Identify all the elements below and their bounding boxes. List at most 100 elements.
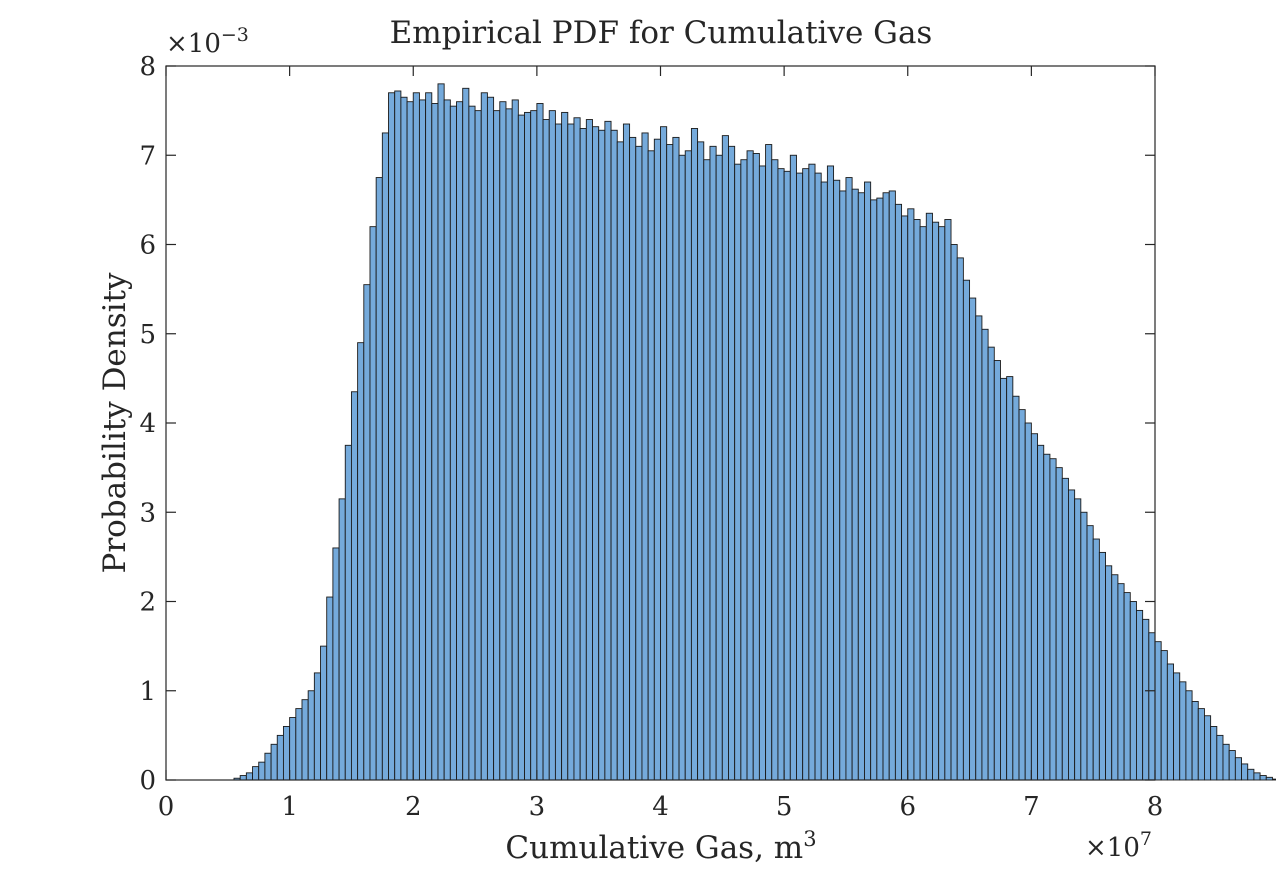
histogram-bar [697, 141, 705, 781]
histogram-bar [1068, 489, 1076, 781]
histogram-bar [270, 743, 278, 781]
histogram-bar [857, 192, 865, 781]
y-axis-ticks: 0 1 2 3 4 5 6 7 8 [139, 52, 1155, 796]
histogram-bar [796, 172, 804, 781]
histogram-bar [1000, 377, 1008, 781]
histogram-bar [864, 181, 872, 781]
histogram-bar [350, 391, 359, 781]
histogram-bar [808, 163, 816, 781]
histogram-bar [295, 708, 303, 781]
histogram-bar [734, 163, 742, 781]
histogram-bar [981, 328, 989, 781]
x-tick-label: 1 [281, 792, 298, 822]
histogram-bar [635, 145, 643, 781]
histogram-bar [1197, 708, 1205, 781]
histogram-bar [1160, 650, 1168, 781]
histogram-bar [357, 342, 365, 781]
histogram-bar [1030, 433, 1039, 781]
y-multiplier-exponent: −3 [221, 24, 249, 46]
histogram-bar [907, 208, 915, 781]
histogram-bar [486, 96, 495, 781]
histogram-bar [567, 123, 575, 781]
histogram-bar [1216, 734, 1224, 781]
histogram-bar [660, 126, 668, 781]
histogram-bar [326, 596, 334, 781]
histogram-bar [511, 99, 519, 781]
x-multiplier-label: ×107 [1085, 828, 1152, 863]
histogram-bar [1117, 583, 1125, 781]
histogram-bar [1259, 775, 1267, 781]
histogram-bar [499, 101, 507, 781]
histogram-bar [394, 90, 402, 781]
histogram-bar [1253, 772, 1261, 781]
histogram-bar [610, 129, 618, 781]
histogram-bar [1055, 467, 1063, 781]
histogram-bar [245, 772, 253, 781]
histogram-bar [1179, 681, 1187, 781]
histogram-bar [1105, 565, 1113, 781]
histogram-bar [536, 103, 544, 781]
y-tick-label: 3 [139, 498, 156, 528]
histogram-bar [1136, 609, 1144, 781]
y-tick-label: 2 [139, 588, 156, 618]
histogram-bar [1086, 525, 1094, 781]
histogram-bar [882, 192, 890, 781]
histogram-bar [969, 297, 977, 781]
histogram-bar [746, 150, 754, 781]
histogram-bar [239, 775, 247, 781]
histogram-bar [313, 672, 321, 781]
histogram-bar [1012, 395, 1020, 781]
histogram-bar [548, 110, 556, 781]
histogram-bar [579, 128, 587, 781]
histogram-bar [1092, 538, 1100, 781]
histogram-bar [993, 360, 1001, 781]
histogram-bar [647, 150, 655, 781]
histogram-bar [375, 177, 383, 781]
histogram-bar [653, 138, 661, 781]
x-tick-label: 7 [1023, 792, 1040, 822]
histogram-bar [925, 212, 933, 781]
histogram-bar [1142, 618, 1150, 781]
histogram-bar [703, 159, 711, 781]
histogram-bar [629, 136, 637, 781]
histogram-bar [1271, 778, 1276, 781]
histogram-bar [1228, 750, 1236, 781]
histogram-bar [369, 226, 377, 781]
histogram-bar [1247, 768, 1255, 781]
histogram-bar [1061, 477, 1069, 781]
histogram-bar [1080, 511, 1088, 781]
histogram-bar [1006, 376, 1014, 781]
y-tick-label: 8 [139, 52, 156, 82]
histogram-bar [1166, 663, 1174, 781]
histogram-bar [888, 190, 896, 781]
histogram-bar [598, 129, 606, 781]
histogram-bar [752, 153, 760, 781]
histogram-bar [1234, 757, 1242, 781]
histogram-bar [913, 219, 921, 781]
histogram-bar [1098, 551, 1106, 781]
histogram-bar [1043, 453, 1051, 781]
histogram-bar [480, 92, 488, 781]
histogram-bar [1037, 444, 1045, 781]
histogram-bar [728, 145, 736, 781]
histogram-bar [505, 108, 513, 781]
histogram-bar [252, 766, 260, 781]
histogram-bar [1049, 458, 1057, 781]
histogram-bar [1129, 601, 1137, 781]
histogram-bar [344, 444, 352, 781]
histogram-bar [1191, 701, 1199, 781]
histogram-bar [765, 144, 773, 781]
histogram-bar [956, 257, 964, 781]
histogram-bar [289, 717, 297, 781]
histogram-bar [406, 101, 414, 781]
histogram-bar [740, 159, 748, 781]
histogram-bar [870, 199, 878, 781]
histogram-bar [876, 197, 884, 781]
histogram-bar [264, 752, 272, 781]
x-tick-label: 8 [1147, 792, 1164, 822]
histogram-bar [901, 215, 909, 781]
histogram-bar [944, 219, 952, 781]
histogram-bar [1111, 574, 1119, 781]
histogram-bar [666, 144, 674, 781]
